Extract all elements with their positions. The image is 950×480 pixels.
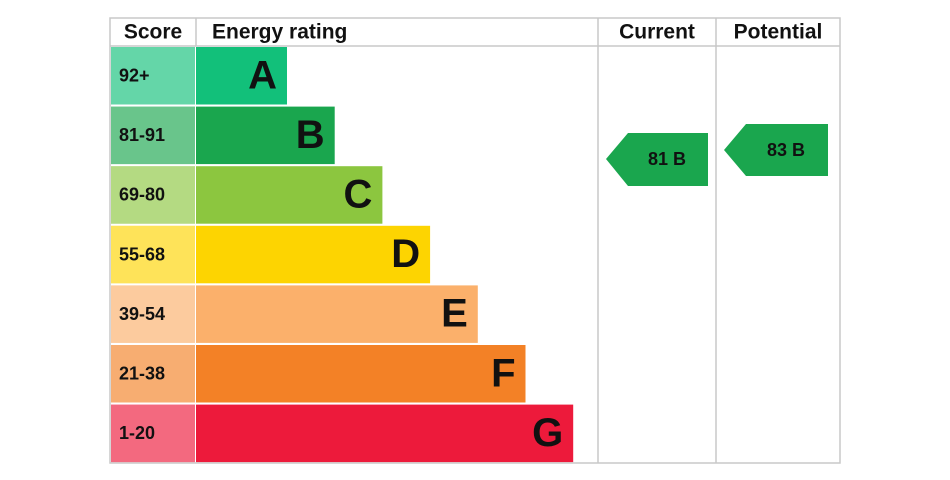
header-current: Current [619, 21, 695, 44]
potential-arrow [724, 124, 828, 176]
band-score: 81-91 [119, 125, 165, 145]
score-cell [111, 345, 195, 403]
score-cell [111, 404, 195, 463]
band-letter: D [391, 232, 420, 276]
band-letter: F [491, 351, 515, 395]
band-letter: E [441, 292, 468, 336]
header-potential: Potential [734, 21, 823, 44]
band-score: 92+ [119, 66, 150, 86]
band-bar [196, 225, 431, 284]
score-cell-tint [111, 106, 195, 165]
band-score: 1-20 [119, 423, 155, 443]
score-cell-tint [111, 345, 195, 403]
score-cell-tint [111, 285, 195, 343]
band-score: 39-54 [119, 304, 165, 324]
band-letter: A [248, 53, 277, 97]
band-score: 55-68 [119, 244, 165, 264]
score-cell [111, 285, 195, 343]
score-cell [111, 47, 195, 105]
score-cell-tint [111, 166, 195, 224]
score-cell-tint [111, 47, 195, 105]
current-arrow [606, 133, 708, 186]
current-label: 81 B [648, 149, 686, 169]
band-letter: B [296, 113, 325, 157]
band-letter: C [344, 173, 373, 217]
header-rating: Energy rating [212, 21, 347, 44]
score-cell [111, 225, 195, 284]
score-cell [111, 106, 195, 165]
score-cell-tint [111, 404, 195, 463]
band-bar [196, 404, 574, 463]
band-bar [196, 345, 526, 403]
potential-label: 83 B [767, 140, 805, 160]
band-score: 69-80 [119, 185, 165, 205]
score-cell-tint [111, 225, 195, 284]
band-bar [196, 47, 287, 105]
bands: 92+ A 81-91 B 69-80 C 55-68 D 39-54 E 21-38 F 1-20 G [111, 47, 574, 463]
score-cell [111, 166, 195, 224]
band-bar [196, 106, 335, 165]
band-bar [196, 166, 383, 224]
band-score: 21-38 [119, 364, 165, 384]
band-letter: G [532, 411, 563, 455]
header-score: Score [124, 21, 182, 44]
band-bar [196, 285, 478, 343]
